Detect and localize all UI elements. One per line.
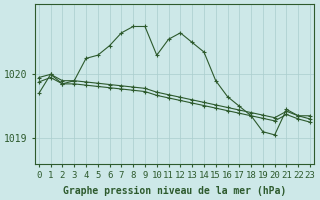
X-axis label: Graphe pression niveau de la mer (hPa): Graphe pression niveau de la mer (hPa) <box>63 186 286 196</box>
